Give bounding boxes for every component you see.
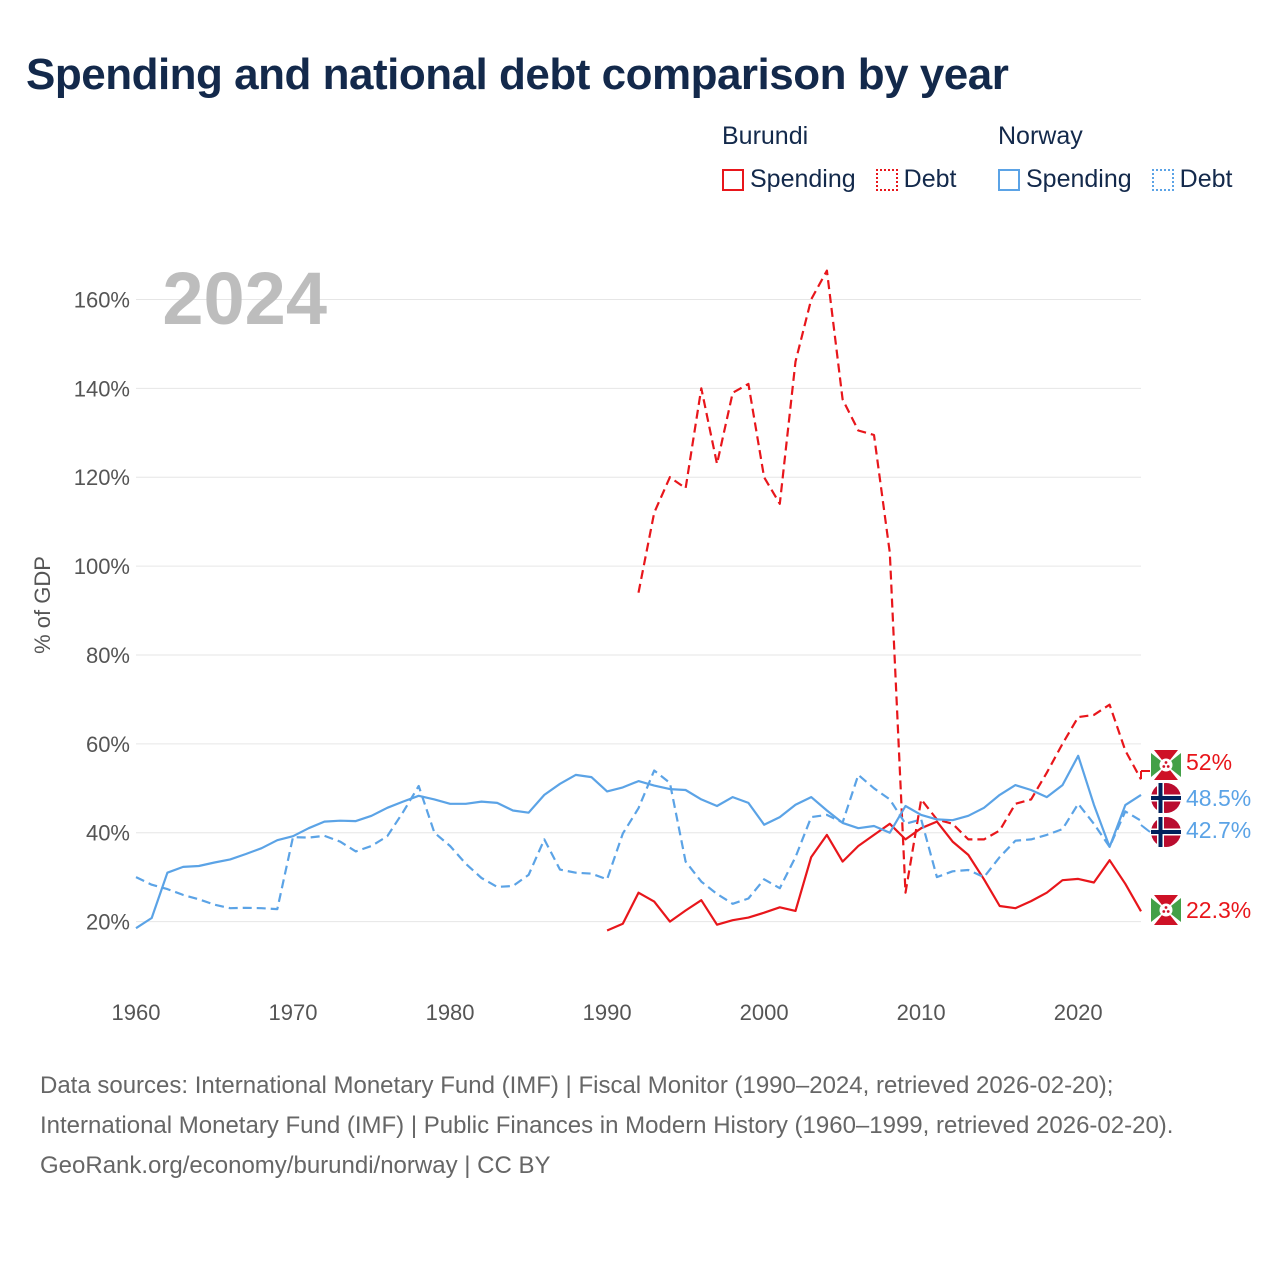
y-tick-label: 160% xyxy=(74,287,130,312)
legend-country-burundi: Burundi xyxy=(722,122,809,150)
x-tick-label: 2000 xyxy=(740,1000,789,1025)
legend-group-norway: Norway Spending Debt xyxy=(998,122,1242,194)
series-line-norway-spending xyxy=(135,754,1142,930)
y-tick-label: 120% xyxy=(74,465,130,490)
leader-line xyxy=(1140,824,1151,833)
legend-group-burundi: Burundi Spending Debt xyxy=(722,122,966,194)
legend-label: Spending xyxy=(1026,165,1132,193)
y-axis-label: % of GDP xyxy=(30,556,55,654)
y-tick-label: 80% xyxy=(86,643,130,668)
y-tick-label: 60% xyxy=(86,732,130,757)
dotted-swatch-icon xyxy=(875,168,898,191)
data-sources: Data sources: International Monetary Fun… xyxy=(40,1072,1174,1139)
legend-country-norway: Norway xyxy=(998,122,1083,150)
burundi-flag-icon xyxy=(1151,895,1181,925)
footer: Data sources: International Monetary Fun… xyxy=(40,1066,1240,1186)
legend-label: Debt xyxy=(903,165,957,193)
legend-item-norway-debt[interactable]: Debt xyxy=(1151,165,1233,194)
x-tick-label: 1960 xyxy=(112,1000,161,1025)
end-label-norway-spending: 48.5% xyxy=(1186,785,1251,811)
solid-swatch-icon xyxy=(722,168,744,191)
y-tick-label: 140% xyxy=(74,376,130,401)
burundi-flag-icon xyxy=(1151,750,1181,780)
end-label-burundi-debt: 52% xyxy=(1186,749,1232,775)
norway-flag-icon xyxy=(1151,783,1181,813)
x-tick-label: 2020 xyxy=(1054,1000,1103,1025)
end-markers: 52% 48.5% 42.7% 22.3% xyxy=(1140,749,1251,925)
grid-layer xyxy=(136,298,1141,923)
end-label-burundi-spending: 22.3% xyxy=(1186,897,1251,923)
series-line-burundi-debt xyxy=(637,269,1142,894)
year-watermark: 2024 xyxy=(162,257,327,340)
norway-flag-icon xyxy=(1151,817,1181,847)
solid-swatch-icon xyxy=(998,168,1020,191)
legend-item-burundi-spending[interactable]: Spending xyxy=(722,165,856,194)
y-tick-label: 40% xyxy=(86,821,130,846)
legend-label: Spending xyxy=(750,165,856,193)
series-line-burundi-spending xyxy=(606,820,1142,932)
credit-link[interactable]: GeoRank.org/economy/burundi/norway | CC … xyxy=(40,1152,551,1179)
legend-item-burundi-debt[interactable]: Debt xyxy=(875,165,957,194)
y-tick-label: 100% xyxy=(74,554,130,579)
chart-title: Spending and national debt comparison by… xyxy=(26,50,1009,99)
x-tick-label: 1980 xyxy=(426,1000,475,1025)
legend-item-norway-spending[interactable]: Spending xyxy=(998,165,1132,194)
y-tick-label: 20% xyxy=(86,910,130,935)
end-label-norway-debt: 42.7% xyxy=(1186,817,1251,843)
dotted-swatch-icon xyxy=(1151,168,1174,191)
series-layer xyxy=(135,269,1142,932)
axis-layer: 20% 40% 60% 80% 100% 120% 140% 160% 1960 1970 1980… xyxy=(74,287,1103,1025)
x-tick-label: 1990 xyxy=(583,1000,632,1025)
legend-label: Debt xyxy=(1179,165,1233,193)
x-tick-label: 1970 xyxy=(269,1000,318,1025)
x-tick-label: 2010 xyxy=(897,1000,946,1025)
series-line-norway-debt xyxy=(135,769,1142,911)
